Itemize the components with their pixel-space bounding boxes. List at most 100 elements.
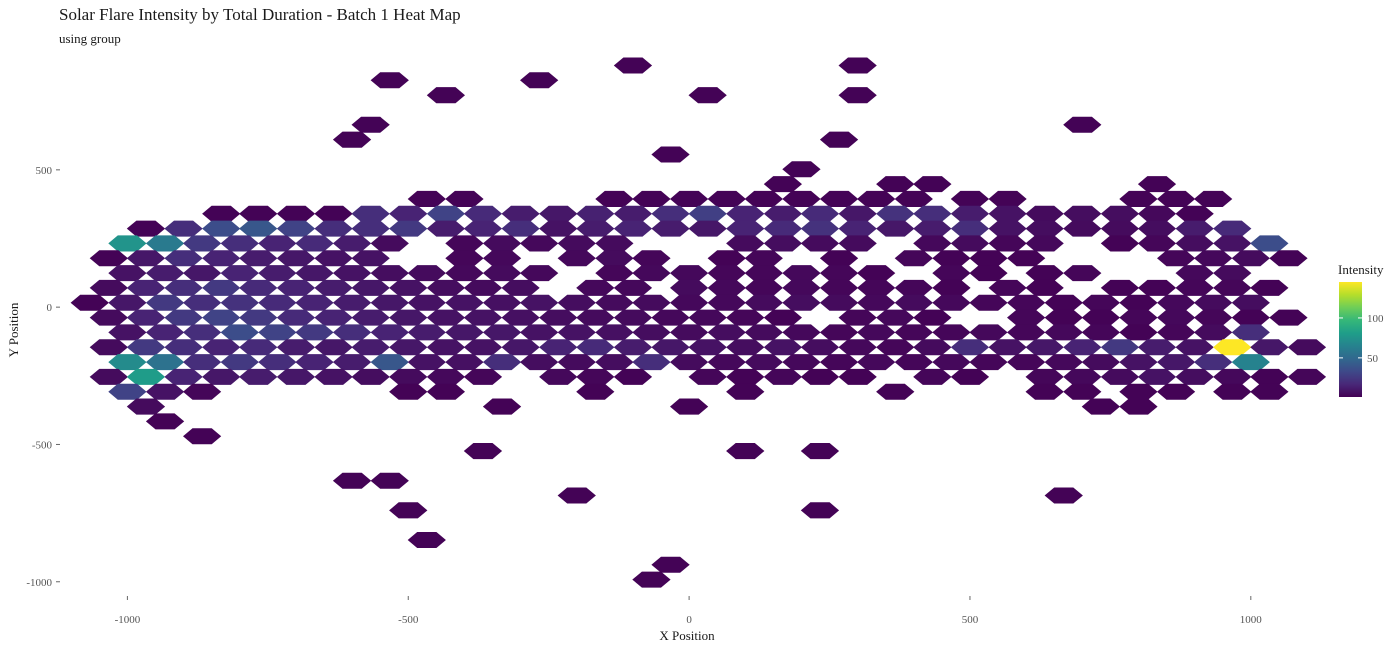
hex-cell bbox=[1081, 398, 1120, 415]
hex-cell bbox=[426, 309, 465, 326]
hex-cell bbox=[407, 294, 446, 311]
hex-cell bbox=[894, 324, 933, 341]
hex-cell bbox=[988, 339, 1027, 356]
hex-cell bbox=[800, 368, 840, 385]
hex-cell bbox=[651, 309, 690, 326]
hex-cell bbox=[1025, 205, 1064, 222]
hex-cell bbox=[1250, 383, 1289, 400]
hex-cell bbox=[258, 324, 297, 341]
hex-cell bbox=[726, 205, 765, 222]
hex-cell bbox=[819, 279, 859, 296]
hex-cell bbox=[707, 294, 746, 311]
hex-cell bbox=[1287, 368, 1327, 385]
hex-cell bbox=[894, 294, 933, 311]
hex-cell bbox=[1231, 309, 1270, 326]
hex-cell bbox=[482, 324, 522, 341]
hex-cell bbox=[164, 339, 203, 356]
hex-cell bbox=[819, 190, 859, 207]
hex-cell bbox=[276, 250, 316, 267]
legend-tick-label: 50 bbox=[1367, 353, 1379, 365]
hex-cell bbox=[314, 368, 353, 385]
hex-cell bbox=[1175, 235, 1214, 252]
hex-cell bbox=[763, 309, 802, 326]
hex-cell bbox=[595, 324, 634, 341]
hex-cell bbox=[613, 339, 653, 356]
hex-cell bbox=[1213, 235, 1252, 252]
hex-cell bbox=[819, 131, 859, 148]
hex-cell bbox=[258, 265, 297, 282]
hex-cell bbox=[126, 220, 166, 237]
hex-cell bbox=[482, 250, 522, 267]
hex-cell bbox=[1119, 309, 1158, 326]
hex-cell bbox=[108, 294, 147, 311]
hex-cell bbox=[1119, 383, 1158, 400]
hex-cell bbox=[445, 354, 484, 371]
hex-cell bbox=[276, 309, 316, 326]
hex-cell bbox=[183, 294, 222, 311]
hex-cell bbox=[800, 220, 840, 237]
hex-cell bbox=[482, 265, 522, 282]
hex-cell bbox=[800, 205, 840, 222]
hex-cell bbox=[370, 294, 409, 311]
hex-cell bbox=[576, 383, 615, 400]
hex-cell bbox=[202, 205, 241, 222]
hex-cell bbox=[595, 250, 634, 267]
hex-cell bbox=[1081, 294, 1120, 311]
hex-cell bbox=[1231, 250, 1270, 267]
hex-cell bbox=[145, 265, 185, 282]
hex-cell bbox=[557, 250, 596, 267]
hex-cell bbox=[145, 294, 185, 311]
hex-cell bbox=[389, 502, 428, 519]
hex-cell bbox=[1119, 324, 1158, 341]
hex-cell bbox=[351, 339, 390, 356]
hex-cell bbox=[482, 354, 522, 371]
hex-cell bbox=[445, 190, 484, 207]
hex-cell bbox=[557, 354, 596, 371]
hex-cell bbox=[932, 324, 971, 341]
hex-cell bbox=[950, 205, 990, 222]
hex-cell bbox=[1063, 265, 1102, 282]
hex-cell bbox=[932, 294, 971, 311]
hex-cell bbox=[145, 354, 185, 371]
hex-cell bbox=[126, 368, 166, 385]
x-axis: -1000 -500 0 500 1000 bbox=[115, 596, 1262, 626]
hex-cell bbox=[726, 383, 765, 400]
hex-cell bbox=[89, 250, 128, 267]
y-axis-title: Y Position bbox=[6, 302, 21, 357]
hex-cell bbox=[651, 220, 690, 237]
hex-cell bbox=[894, 354, 933, 371]
hex-cell bbox=[426, 368, 465, 385]
hex-cell bbox=[126, 250, 166, 267]
hex-cell bbox=[763, 205, 802, 222]
hex-cell bbox=[145, 383, 185, 400]
hex-cell bbox=[913, 220, 952, 237]
hex-cell bbox=[370, 324, 409, 341]
hex-cell bbox=[857, 294, 896, 311]
hex-cell bbox=[145, 235, 185, 252]
hex-cell bbox=[1137, 176, 1177, 193]
hex-cell bbox=[1157, 309, 1196, 326]
x-tick-label: -500 bbox=[398, 614, 419, 626]
hex-cell bbox=[1137, 339, 1177, 356]
hex-cell bbox=[520, 294, 559, 311]
hex-cell bbox=[576, 309, 615, 326]
hex-cell bbox=[145, 413, 185, 430]
hex-cell bbox=[557, 294, 596, 311]
hex-cell bbox=[782, 324, 821, 341]
hex-cell bbox=[894, 250, 933, 267]
hex-cell bbox=[857, 190, 896, 207]
hex-cell bbox=[314, 309, 353, 326]
hex-cell bbox=[239, 220, 278, 237]
hex-cell bbox=[726, 309, 765, 326]
hex-cell bbox=[351, 279, 390, 296]
hex-cell bbox=[463, 339, 503, 356]
hex-cell bbox=[1213, 383, 1252, 400]
hex-cell bbox=[1025, 235, 1064, 252]
hex-cell bbox=[407, 354, 446, 371]
hex-cell bbox=[1063, 116, 1102, 133]
hex-cell bbox=[1157, 190, 1196, 207]
hex-cell bbox=[276, 220, 316, 237]
hex-cell bbox=[782, 265, 821, 282]
hex-cell bbox=[1194, 250, 1233, 267]
hex-cell bbox=[1119, 190, 1158, 207]
